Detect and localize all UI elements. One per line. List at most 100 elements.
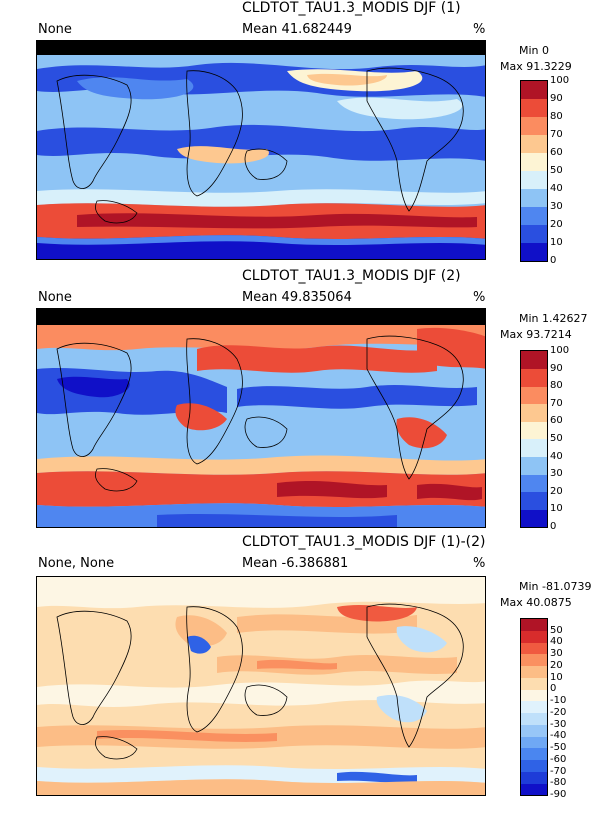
colorbar-box [521, 386, 547, 405]
colorbar-box [521, 117, 547, 135]
colorbar-tick-label: 60 [550, 415, 563, 427]
colorbar-box [521, 99, 547, 117]
max-label: Max 91.3229 [500, 60, 572, 73]
colorbar-tick-label: 0 [550, 255, 557, 266]
map-plot [36, 40, 486, 260]
colorbar-box [521, 759, 547, 772]
colorbar-box [521, 509, 547, 528]
panel-mean-label: Mean 49.835064 [242, 290, 352, 305]
colorbar-tick-label: 50 [550, 165, 563, 176]
panel-left-label: None [38, 22, 72, 37]
map-plot [36, 308, 486, 528]
colorbar-tick-label: -60 [550, 753, 567, 765]
colorbar-box [521, 456, 547, 475]
colorbar-tick-label: 80 [550, 380, 563, 392]
panel-units: % [473, 290, 486, 305]
colorbar-box [521, 225, 547, 243]
colorbar [520, 350, 548, 528]
colorbar-tick-label: 90 [550, 362, 563, 374]
colorbar-box [521, 189, 547, 207]
colorbar-tick-label: 70 [550, 129, 563, 140]
colorbar-tick-label: -40 [550, 730, 567, 742]
colorbar-box [521, 712, 547, 725]
colorbar-tick-label: 20 [550, 659, 563, 671]
panel-2: CLDTOT_TAU1.3_MODIS DJF (2) None Mean 49… [0, 268, 606, 538]
colorbar-tick-label: -70 [550, 765, 567, 777]
colorbar [520, 618, 548, 796]
panel-left-label: None [38, 290, 72, 305]
colorbar-box [521, 783, 547, 796]
colorbar-box [521, 153, 547, 171]
colorbar-tick-label: 40 [550, 450, 563, 462]
min-label: Min -81.0739 [519, 580, 592, 593]
colorbar-box [521, 736, 547, 749]
map-plot [36, 576, 486, 796]
colorbar-box [521, 771, 547, 784]
colorbar-box [521, 171, 547, 189]
panel-left-label: None, None [38, 556, 115, 571]
colorbar-tick-label: 0 [550, 521, 557, 532]
colorbar-box [521, 677, 547, 690]
colorbar-tick-label: 100 [550, 75, 570, 86]
colorbar-tick-label: -90 [550, 789, 567, 800]
colorbar-tick-label: 0 [550, 683, 557, 695]
colorbar-tick-label: -20 [550, 706, 567, 718]
colorbar-box [521, 474, 547, 493]
colorbar-box [521, 421, 547, 440]
colorbar-tick-label: 30 [550, 468, 563, 480]
colorbar-box [521, 724, 547, 737]
panel-3: CLDTOT_TAU1.3_MODIS DJF (1)-(2) None, No… [0, 534, 606, 804]
colorbar-box [521, 81, 547, 99]
colorbar-box [521, 368, 547, 387]
colorbar-box [521, 689, 547, 702]
colorbar-tick-label: 30 [550, 201, 563, 212]
colorbar-box [521, 665, 547, 678]
colorbar-tick-label: -80 [550, 777, 567, 789]
colorbar-tick-label: 60 [550, 147, 563, 158]
colorbar-tick-label: -10 [550, 695, 567, 707]
colorbar-tick-label: 10 [550, 503, 563, 515]
colorbar-box [521, 654, 547, 667]
max-label: Max 93.7214 [500, 328, 572, 341]
colorbar-box [521, 351, 547, 369]
panel-units: % [473, 556, 486, 571]
colorbar-tick-label: 40 [550, 183, 563, 194]
panel-1: CLDTOT_TAU1.3_MODIS DJF (1) None Mean 41… [0, 0, 606, 270]
colorbar-box [521, 642, 547, 655]
colorbar-box [521, 630, 547, 643]
colorbar-tick-label: 50 [550, 624, 563, 636]
min-label: Min 0 [519, 44, 550, 57]
colorbar [520, 80, 548, 262]
map-field-svg [37, 309, 485, 527]
map-field-svg [37, 41, 485, 259]
panel-mean-label: Mean -6.386881 [242, 556, 349, 571]
colorbar-tick-label: 50 [550, 433, 563, 444]
colorbar-box [521, 748, 547, 761]
colorbar-box [521, 243, 547, 261]
colorbar-box [521, 701, 547, 714]
colorbar-box [521, 135, 547, 153]
colorbar-tick-label: 20 [550, 485, 563, 497]
colorbar-tick-label: 80 [550, 111, 563, 122]
min-label: Min 1.42627 [519, 312, 588, 325]
panel-title: CLDTOT_TAU1.3_MODIS DJF (1)-(2) [242, 534, 486, 550]
panel-mean-label: Mean 41.682449 [242, 22, 352, 37]
panel-title: CLDTOT_TAU1.3_MODIS DJF (2) [242, 268, 461, 284]
colorbar-box [521, 439, 547, 457]
colorbar-tick-label: 10 [550, 671, 563, 683]
colorbar-tick-label: -30 [550, 718, 567, 730]
colorbar-tick-label: 30 [550, 648, 563, 660]
colorbar-tick-label: 70 [550, 397, 563, 409]
colorbar-tick-label: 40 [550, 636, 563, 648]
max-label: Max 40.0875 [500, 596, 572, 609]
colorbar-tick-label: 10 [550, 237, 563, 248]
colorbar-tick-label: 20 [550, 219, 563, 230]
colorbar-tick-label: 90 [550, 93, 563, 104]
colorbar-box [521, 403, 547, 422]
colorbar-tick-label: 100 [550, 345, 570, 356]
colorbar-tick-label: -50 [550, 742, 567, 754]
colorbar-box [521, 491, 547, 510]
colorbar-box [521, 207, 547, 225]
colorbar-box [521, 619, 547, 631]
map-field-svg [37, 577, 485, 795]
